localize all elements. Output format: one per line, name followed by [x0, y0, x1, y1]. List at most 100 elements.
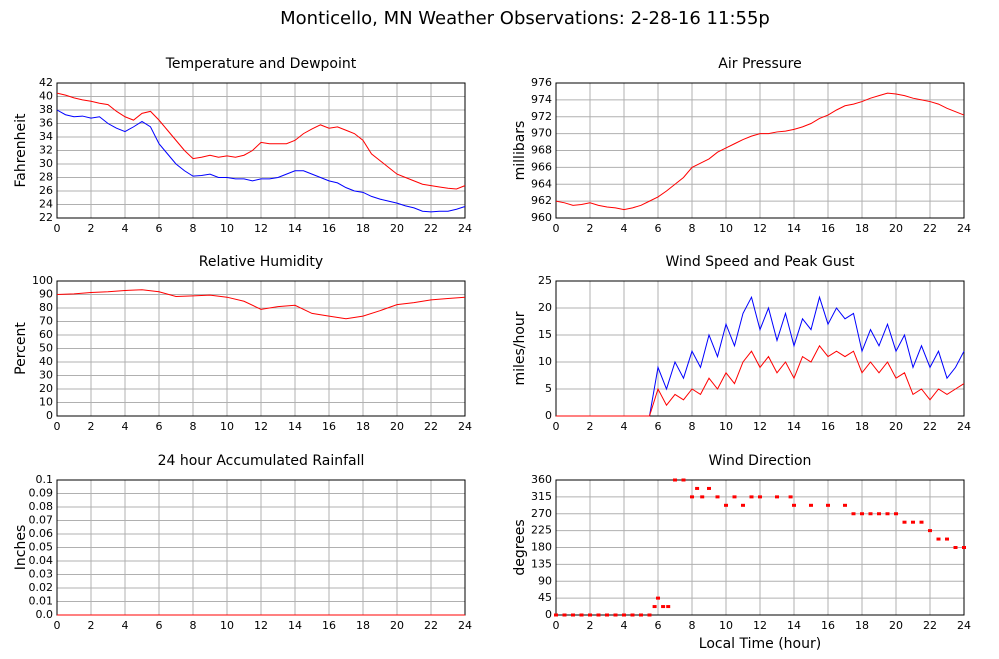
y-tick-label: 26: [39, 184, 53, 197]
data-point: [695, 486, 700, 490]
x-tick-label: 20: [390, 619, 404, 632]
x-tick-label: 0: [54, 222, 61, 235]
chart-title: Temperature and Dewpoint: [165, 56, 357, 72]
y-tick-label: 34: [39, 130, 53, 143]
y-tick-label: 0: [545, 409, 552, 422]
x-tick-label: 24: [957, 619, 971, 632]
y-tick-label: 964: [531, 177, 552, 190]
x-tick-label: 10: [719, 222, 733, 235]
x-tick-label: 16: [322, 222, 336, 235]
data-point: [562, 613, 567, 617]
x-tick-label: 22: [923, 420, 937, 433]
y-tick-label: 0.01: [29, 595, 54, 608]
data-point: [788, 495, 793, 499]
y-tick-label: 30: [39, 369, 53, 382]
x-tick-label: 18: [855, 420, 869, 433]
x-tick-label: 20: [390, 420, 404, 433]
x-tick-label: 2: [88, 420, 95, 433]
y-tick-label: 180: [531, 541, 552, 554]
plot-frame: [555, 280, 965, 417]
data-point: [554, 613, 558, 617]
y-tick-label: 270: [531, 507, 552, 520]
data-point: [843, 503, 847, 507]
y-tick-label: 28: [39, 171, 53, 184]
x-tick-label: 24: [458, 222, 472, 235]
plot-frame: [56, 82, 466, 219]
data-point: [758, 495, 762, 499]
x-tick-label: 18: [855, 222, 869, 235]
x-tick-label: 16: [322, 420, 336, 433]
data-point: [605, 613, 609, 617]
x-tick-label: 12: [254, 619, 268, 632]
x-tick-label: 0: [54, 619, 61, 632]
x-tick-label: 6: [655, 619, 662, 632]
data-point: [868, 512, 873, 516]
x-tick-label: 4: [621, 619, 628, 632]
y-tick-label: 0.02: [29, 581, 54, 594]
x-tick-label: 6: [156, 619, 163, 632]
x-tick-label: 22: [923, 222, 937, 235]
x-tick-label: 14: [787, 222, 801, 235]
data-point: [809, 503, 813, 507]
y-tick-label: 0.08: [29, 500, 54, 513]
page-title: Monticello, MN Weather Observations: 2-2…: [280, 8, 770, 29]
data-point: [707, 486, 711, 490]
data-point: [673, 478, 677, 482]
y-tick-label: 970: [531, 127, 552, 140]
y-tick-label: 50: [39, 342, 53, 355]
y-axis-label: Fahrenheit: [13, 113, 29, 188]
x-tick-label: 6: [655, 420, 662, 433]
y-tick-label: 42: [39, 76, 53, 89]
data-point: [613, 613, 618, 617]
data-point: [647, 613, 652, 617]
y-axis-label: Inches: [13, 525, 29, 570]
x-tick-label: 10: [220, 420, 234, 433]
data-point: [860, 512, 864, 516]
y-tick-label: 25: [538, 274, 552, 287]
y-tick-label: 0.06: [29, 527, 54, 540]
chart-title: Relative Humidity: [199, 254, 323, 270]
x-tick-label: 24: [458, 619, 472, 632]
x-tick-label: 4: [122, 619, 129, 632]
x-tick-label: 6: [655, 222, 662, 235]
y-tick-label: 135: [531, 557, 552, 570]
data-point: [715, 495, 720, 499]
chart-title: 24 hour Accumulated Rainfall: [158, 453, 365, 469]
x-tick-label: 22: [424, 619, 438, 632]
y-axis-label: Percent: [13, 322, 29, 375]
y-tick-label: 10: [39, 396, 53, 409]
y-tick-label: 962: [531, 194, 552, 207]
x-tick-label: 2: [587, 619, 594, 632]
y-axis-label: degrees: [512, 519, 528, 575]
chart-title: Air Pressure: [718, 56, 801, 72]
data-point: [902, 520, 907, 524]
x-tick-label: 8: [689, 420, 696, 433]
data-point: [639, 613, 643, 617]
data-point: [936, 537, 941, 541]
data-point: [953, 546, 958, 549]
x-tick-label: 0: [553, 420, 560, 433]
y-tick-label: 80: [39, 301, 53, 314]
data-point: [885, 512, 890, 516]
x-tick-label: 16: [821, 222, 835, 235]
y-tick-label: 22: [39, 211, 53, 224]
x-tick-label: 4: [122, 222, 129, 235]
x-tick-label: 12: [254, 420, 268, 433]
x-tick-label: 2: [587, 222, 594, 235]
data-line: [556, 344, 965, 417]
data-point: [656, 596, 660, 600]
x-tick-label: 2: [88, 619, 95, 632]
x-tick-label: 20: [390, 222, 404, 235]
data-point: [652, 605, 657, 609]
data-point: [775, 495, 779, 499]
data-point: [741, 503, 745, 507]
x-tick-label: 14: [288, 222, 302, 235]
y-axis-label: millibars: [512, 121, 528, 181]
data-point: [877, 512, 881, 516]
x-tick-label: 16: [322, 619, 336, 632]
x-tick-label: 20: [889, 619, 903, 632]
data-point: [596, 613, 601, 617]
x-tick-label: 8: [689, 222, 696, 235]
data-point: [911, 520, 915, 524]
x-tick-label: 10: [220, 222, 234, 235]
